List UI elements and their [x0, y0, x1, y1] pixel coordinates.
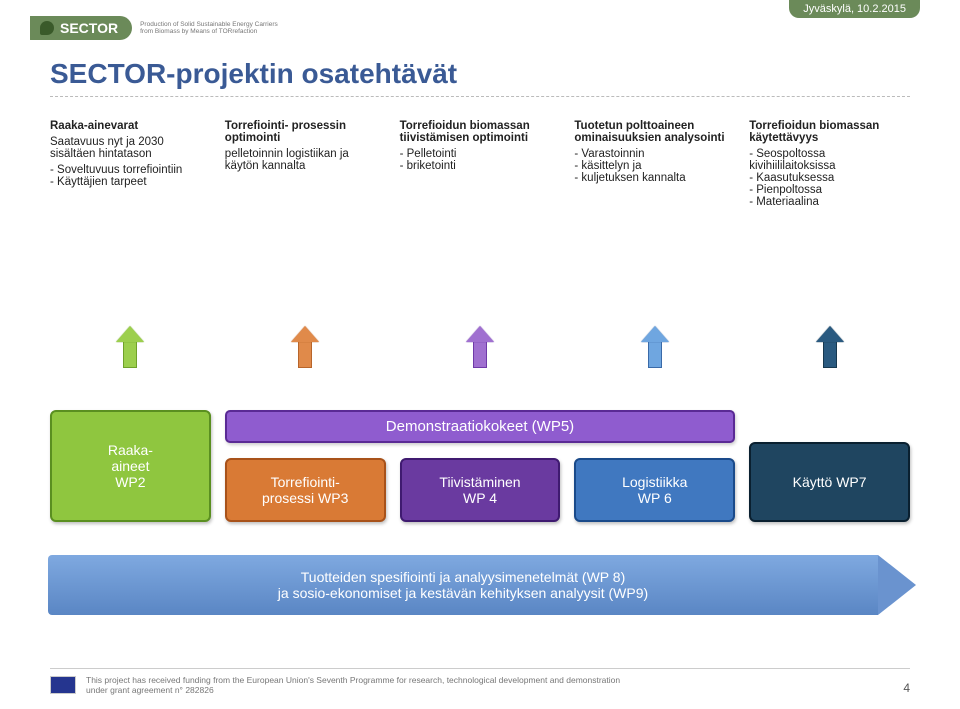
logo-subtitle: Production of Solid Sustainable Energy C… — [140, 21, 290, 35]
column-bullet: Varastoinnin — [574, 148, 735, 160]
sector-logo: SECTOR — [30, 16, 132, 40]
wp-box-line: WP 4 — [406, 490, 555, 506]
column-bullet: kuljetuksen kannalta — [574, 172, 735, 184]
wp-box-line: WP 6 — [580, 490, 729, 506]
column-heading: Torrefiointi- prosessin optimointi — [225, 120, 386, 144]
column-bullet: Pelletointi — [400, 148, 561, 160]
column-bullets: Pelletointibriketointi — [400, 148, 561, 172]
up-arrow — [466, 326, 494, 368]
wp-boxes-row: Raaka-aineetWP2Torrefiointi-prosessi WP3… — [50, 410, 910, 522]
wp-box: TiivistäminenWP 4 — [400, 458, 561, 522]
wp-box-line: prosessi WP3 — [231, 490, 380, 506]
column-line: pelletoinnin logistiikan ja käytön kanna… — [225, 148, 386, 172]
column-bullet: Soveltuvuus torrefiointiin — [50, 164, 211, 176]
column-heading: Tuotetun polttoaineen ominaisuuksien ana… — [574, 120, 735, 144]
wp-box-line: Logistiikka — [580, 474, 729, 490]
column-bullet: Materiaalina — [749, 196, 910, 208]
column: Torrefiointi- prosessin optimointi pellet… — [225, 120, 386, 208]
column-bullet: käsittelyn ja — [574, 160, 735, 172]
column: Torrefioidun biomassan käytettävyys Seosp… — [749, 120, 910, 208]
column-line: Saatavuus nyt ja 2030 sisältäen hintatas… — [50, 136, 211, 160]
up-arrow — [641, 326, 669, 368]
arrow-line1: Tuotteiden spesifiointi ja analyysimenet… — [301, 569, 625, 585]
column: Tuotetun polttoaineen ominaisuuksien ana… — [574, 120, 735, 208]
column-heading: Raaka-ainevarat — [50, 120, 211, 132]
eu-flag-icon — [50, 676, 76, 694]
wp-box-line: Raaka- — [56, 442, 205, 458]
wp-box: Torrefiointi-prosessi WP3 — [225, 458, 386, 522]
column-bullet: briketointi — [400, 160, 561, 172]
column-bullet: Seospoltossa kivihiililaitoksissa — [749, 148, 910, 172]
wp-box: Käyttö WP7 — [749, 442, 910, 522]
wp-box-line: aineet — [56, 458, 205, 474]
column-bullet: Kaasutuksessa — [749, 172, 910, 184]
footer-text: This project has received funding from t… — [86, 675, 620, 695]
column-bullets: Seospoltossa kivihiililaitoksissaKaasutu… — [749, 148, 910, 208]
description-columns: Raaka-ainevarat Saatavuus nyt ja 2030 sis… — [50, 120, 910, 208]
arrow-head — [878, 555, 916, 615]
wp-box: LogistiikkaWP 6 — [574, 458, 735, 522]
arrow-body: Tuotteiden spesifiointi ja analyysimenet… — [48, 555, 878, 615]
column-bullets: Varastoinninkäsittelyn jakuljetuksen kan… — [574, 148, 735, 184]
header: SECTOR Production of Solid Sustainable E… — [30, 16, 290, 40]
up-arrow — [291, 326, 319, 368]
wp-box-line: WP2 — [56, 474, 205, 490]
column: Raaka-ainevarat Saatavuus nyt ja 2030 sis… — [50, 120, 211, 208]
wp-box-line: Käyttö WP7 — [755, 474, 904, 490]
column-bullet: Käyttäjien tarpeet — [50, 176, 211, 188]
wp-box-line: Torrefiointi- — [231, 474, 380, 490]
location-date-tab: Jyväskylä, 10.2.2015 — [789, 0, 920, 18]
wp8-wp9-arrow: Tuotteiden spesifiointi ja analyysimenet… — [48, 555, 916, 615]
column-bullets: Soveltuvuus torrefiointiinKäyttäjien tar… — [50, 164, 211, 188]
wp-box-line: Tiivistäminen — [406, 474, 555, 490]
column-bullet: Pienpoltossa — [749, 184, 910, 196]
footer: This project has received funding from t… — [50, 668, 910, 695]
column: Torrefioidun biomassan tiivistämisen opt… — [400, 120, 561, 208]
footer-line2: under grant agreement n° 282826 — [86, 685, 620, 695]
arrow-line2: ja sosio-ekonomiset ja kestävän kehityks… — [278, 585, 648, 601]
wp-box: Raaka-aineetWP2 — [50, 410, 211, 522]
slide-title: SECTOR-projektin osatehtävät — [50, 58, 910, 97]
up-arrow — [116, 326, 144, 368]
footer-line1: This project has received funding from t… — [86, 675, 620, 685]
column-heading: Torrefioidun biomassan käytettävyys — [749, 120, 910, 144]
column-heading: Torrefioidun biomassan tiivistämisen opt… — [400, 120, 561, 144]
page-number: 4 — [903, 681, 910, 695]
up-arrow — [816, 326, 844, 368]
